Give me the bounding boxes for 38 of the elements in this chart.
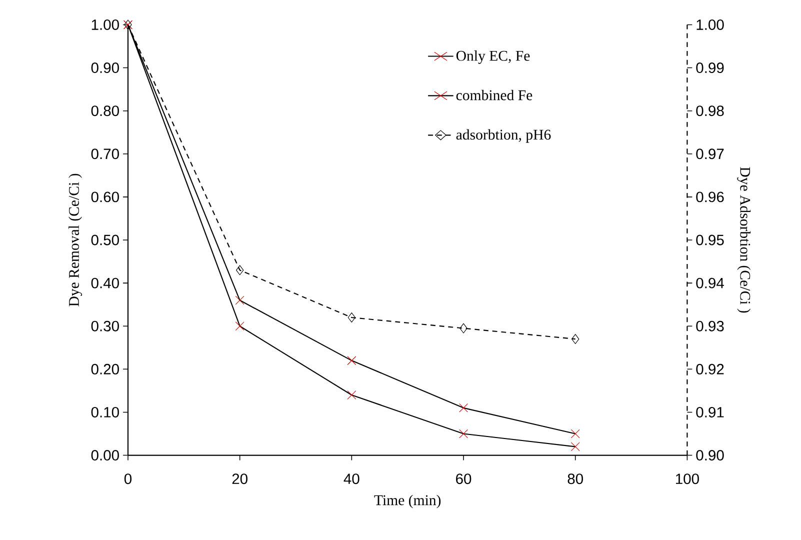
y2-tick-label: 0.90 xyxy=(696,450,724,460)
y-tick-label: 0.10 xyxy=(91,406,119,418)
y2-tick-label: 0.94 xyxy=(696,278,724,288)
y-tick-label: 0.00 xyxy=(91,450,119,460)
y2-tick-label: 0.99 xyxy=(696,62,724,73)
y2-tick-label: 0.96 xyxy=(696,192,724,202)
y-tick-label: 0.60 xyxy=(91,192,119,202)
y-tick-label: 0.90 xyxy=(91,62,119,73)
y2-tick-label: 1.00 xyxy=(696,19,724,30)
x-tick-label: 80 xyxy=(568,473,583,484)
legend-label: adsorbtion, pH6 xyxy=(456,129,551,143)
y-tick-label: 0.70 xyxy=(91,148,119,159)
point xyxy=(572,334,580,344)
y-tick-label: 0.80 xyxy=(91,105,119,116)
legend-label: combined Fe xyxy=(456,90,532,100)
x-axis-title: Time (min) xyxy=(374,494,441,508)
y-axis-title: Dye Removal (Ce/Ci ) xyxy=(68,174,82,306)
x-tick-label: 40 xyxy=(344,473,360,484)
point xyxy=(348,312,356,322)
y2-tick-label: 0.95 xyxy=(696,234,724,246)
point xyxy=(236,264,244,275)
x-tick-label: 60 xyxy=(456,473,472,484)
y-tick-label: 0.40 xyxy=(91,278,119,288)
x-tick-label: 100 xyxy=(676,473,699,484)
y2-tick-label: 0.92 xyxy=(696,364,724,374)
legend-label: Only EC, Fe xyxy=(456,50,530,64)
y-tick-label: 1.00 xyxy=(92,19,119,30)
y-tick-label: 0.20 xyxy=(91,364,119,374)
x-tick-label: 0 xyxy=(124,473,132,484)
x-tick-label: 20 xyxy=(232,473,248,484)
point xyxy=(460,323,468,334)
y-tick-label: 0.50 xyxy=(91,234,119,246)
y-tick-label: 0.30 xyxy=(91,320,119,332)
y2-axis-title: Dye Adsorbtion (Ce/Ci ) xyxy=(737,166,751,312)
y2-tick-label: 0.97 xyxy=(696,148,724,159)
y2-tick-label: 0.93 xyxy=(696,320,724,332)
y2-tick-label: 0.91 xyxy=(696,406,724,418)
y2-tick-label: 0.98 xyxy=(696,105,724,116)
